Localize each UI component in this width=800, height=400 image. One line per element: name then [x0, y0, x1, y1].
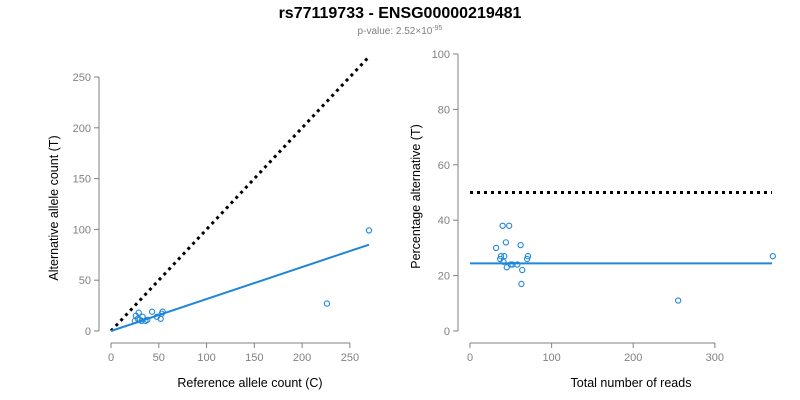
data-point: [523, 255, 531, 263]
y-axis-title: Percentage alternative (T): [409, 124, 423, 269]
y-tick-label: 80: [438, 104, 450, 116]
y-tick-label: 100: [432, 49, 450, 61]
y-tick-label: 200: [73, 123, 91, 135]
x-tick-label: 100: [542, 352, 560, 364]
x-tick-label: 150: [245, 352, 263, 364]
y-axis-title: Alternative allele count (T): [47, 135, 61, 280]
data-point: [769, 253, 776, 260]
y-tick-label: 0: [85, 326, 91, 338]
data-point: [492, 244, 500, 252]
chart-subtitle: p-value: 2.52×10-95: [0, 25, 800, 37]
data-point: [159, 308, 166, 315]
data-point: [517, 241, 524, 249]
y-tick-label: 40: [438, 215, 450, 227]
x-tick-label: 200: [624, 352, 642, 364]
y-tick-label: 0: [444, 326, 450, 338]
x-axis-title: Total number of reads: [571, 376, 692, 390]
x-tick-label: 300: [706, 352, 724, 364]
x-axis-title: Reference allele count (C): [177, 376, 322, 390]
data-point: [365, 227, 373, 234]
data-point: [518, 280, 525, 288]
data-point: [506, 222, 513, 229]
data-point: [514, 261, 521, 268]
chart-title: rs77119733 - ENSG00000219481: [278, 5, 522, 22]
data-point: [674, 297, 682, 304]
p-value-exponent: -95: [432, 25, 443, 32]
y-tick-label: 250: [73, 72, 91, 84]
data-point: [135, 309, 142, 316]
data-point: [323, 300, 331, 307]
x-tick-label: 0: [108, 352, 114, 364]
y-tick-label: 60: [438, 160, 450, 172]
x-tick-label: 200: [293, 352, 311, 364]
data-point: [138, 317, 145, 324]
p-value-text: p-value: 2.52×10: [357, 26, 433, 37]
x-tick-label: 50: [153, 352, 165, 364]
y-tick-label: 150: [73, 174, 91, 186]
y-tick-label: 20: [438, 271, 450, 283]
data-point: [144, 316, 151, 323]
y-tick-label: 100: [73, 224, 91, 236]
data-point: [497, 253, 505, 260]
data-point: [148, 308, 156, 315]
data-point: [524, 253, 532, 260]
y-tick-label: 50: [79, 275, 91, 287]
data-point: [519, 266, 526, 274]
data-point: [501, 253, 508, 260]
reference-line-dotted: [109, 55, 371, 333]
x-tick-label: 0: [467, 352, 473, 364]
data-point: [139, 313, 146, 320]
panel-1: 0 50 100 150 200 250 0 50 100 150 200 250 Reference …: [47, 55, 373, 390]
panel-2: 0 100 200 300 0 20 40 60 80 100 Total number of re…: [409, 49, 776, 390]
data-point: [499, 222, 506, 229]
x-tick-label: 250: [341, 352, 359, 364]
x-tick-label: 100: [197, 352, 215, 364]
data-point: [502, 239, 510, 246]
